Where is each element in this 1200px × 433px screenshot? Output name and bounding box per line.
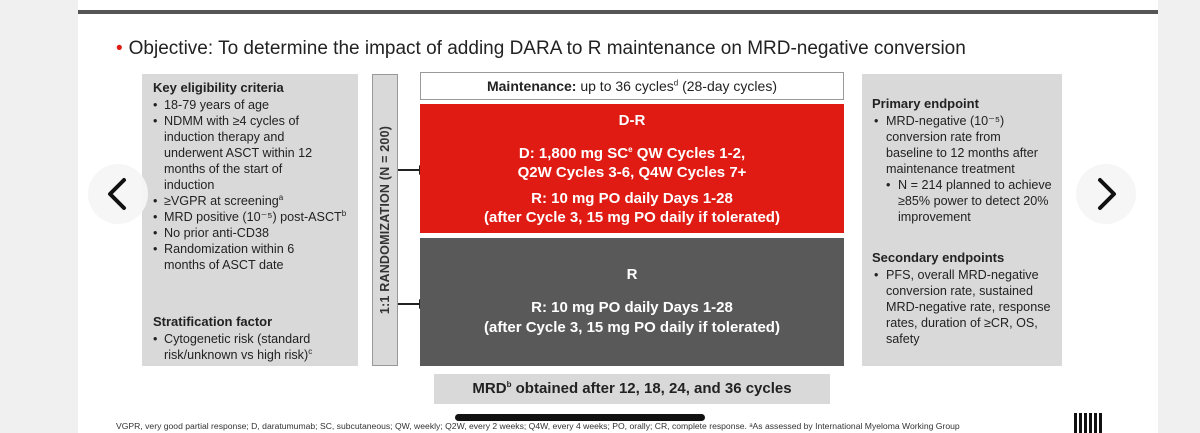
maintenance-header: Maintenance: up to 36 cyclesd (28-day cy… bbox=[420, 72, 844, 100]
arm-dr-box: D-R D: 1,800 mg SCe QW Cycles 1-2, Q2W C… bbox=[420, 104, 844, 233]
secondary-endpoints-list: PFS, overall MRD-negative conversion rat… bbox=[872, 267, 1058, 347]
qr-code-icon bbox=[1074, 413, 1102, 433]
primary-endpoint-subitem: N = 214 planned to achieve ≥85% power to… bbox=[872, 177, 1058, 225]
slide: • Objective: To determine the impact of a… bbox=[78, 0, 1158, 433]
eligibility-item: No prior anti-CD38 bbox=[153, 225, 351, 241]
stratification-title: Stratification factor bbox=[153, 314, 273, 329]
objective-bullet: • bbox=[116, 38, 123, 59]
eligibility-title: Key eligibility criteria bbox=[153, 80, 284, 95]
footnote: VGPR, very good partial response; D, dar… bbox=[116, 421, 960, 431]
chevron-left-icon bbox=[108, 178, 126, 210]
secondary-endpoints-title: Secondary endpoints bbox=[872, 250, 1005, 265]
next-slide-button[interactable] bbox=[1076, 164, 1136, 224]
primary-endpoint-item: MRD-negative (10⁻⁵) conversion rate from… bbox=[872, 113, 1058, 177]
endpoints-panel: Primary endpoint MRD-negative (10⁻⁵) con… bbox=[862, 74, 1062, 366]
mrd-timing-bar: MRDb obtained after 12, 18, 24, and 36 c… bbox=[434, 374, 830, 404]
eligibility-item: 18-79 years of age bbox=[153, 97, 351, 113]
randomization-label: 1:1 RANDOMIZATION (N = 200) bbox=[378, 125, 392, 315]
maintenance-label: Maintenance: bbox=[486, 78, 577, 94]
arm-dr-d-line1: D: 1,800 mg SCe QW Cycles 1-2, bbox=[518, 145, 746, 162]
arm-dr-name: D-R bbox=[618, 112, 646, 129]
stratification-item: Cytogenetic risk (standard risk/unknown … bbox=[153, 331, 351, 363]
eligibility-item: NDMM with ≥4 cycles of induction therapy… bbox=[153, 113, 351, 193]
primary-endpoint-title: Primary endpoint bbox=[872, 96, 979, 111]
arm-r-line2: (after Cycle 3, 15 mg PO daily if tolera… bbox=[484, 319, 780, 336]
eligibility-item: MRD positive (10⁻⁵) post-ASCTb bbox=[153, 209, 351, 225]
arm-dr-r-line1: R: 10 mg PO daily Days 1-28 bbox=[531, 190, 733, 207]
arm-r-box: R R: 10 mg PO daily Days 1-28 (after Cyc… bbox=[420, 238, 844, 366]
chevron-right-icon bbox=[1098, 178, 1116, 210]
previous-slide-button[interactable] bbox=[88, 164, 148, 224]
arm-dr-d-line2: Q2W Cycles 3-6, Q4W Cycles 7+ bbox=[517, 164, 747, 181]
eligibility-item: ≥VGPR at screeninga bbox=[153, 193, 351, 209]
slide-top-rule bbox=[78, 10, 1158, 14]
eligibility-list: 18-79 years of age NDMM with ≥4 cycles o… bbox=[153, 97, 351, 273]
arm-dr-r-line2: (after Cycle 3, 15 mg PO daily if tolera… bbox=[484, 209, 780, 226]
eligibility-panel: Key eligibility criteria 18-79 years of … bbox=[142, 74, 358, 366]
horizontal-scrollbar[interactable] bbox=[455, 414, 705, 421]
objective-line: • Objective: To determine the impact of a… bbox=[116, 38, 966, 60]
objective-text: Objective: To determine the impact of ad… bbox=[128, 38, 966, 59]
randomization-bar: 1:1 RANDOMIZATION (N = 200) bbox=[372, 74, 398, 366]
secondary-endpoint-item: PFS, overall MRD-negative conversion rat… bbox=[872, 267, 1058, 347]
primary-endpoint-list: MRD-negative (10⁻⁵) conversion rate from… bbox=[872, 113, 1058, 225]
stratification-list: Cytogenetic risk (standard risk/unknown … bbox=[153, 331, 351, 363]
eligibility-item: Randomization within 6 months of ASCT da… bbox=[153, 241, 351, 273]
arm-r-line1: R: 10 mg PO daily Days 1-28 bbox=[531, 299, 733, 316]
arm-r-name: R bbox=[626, 266, 638, 283]
